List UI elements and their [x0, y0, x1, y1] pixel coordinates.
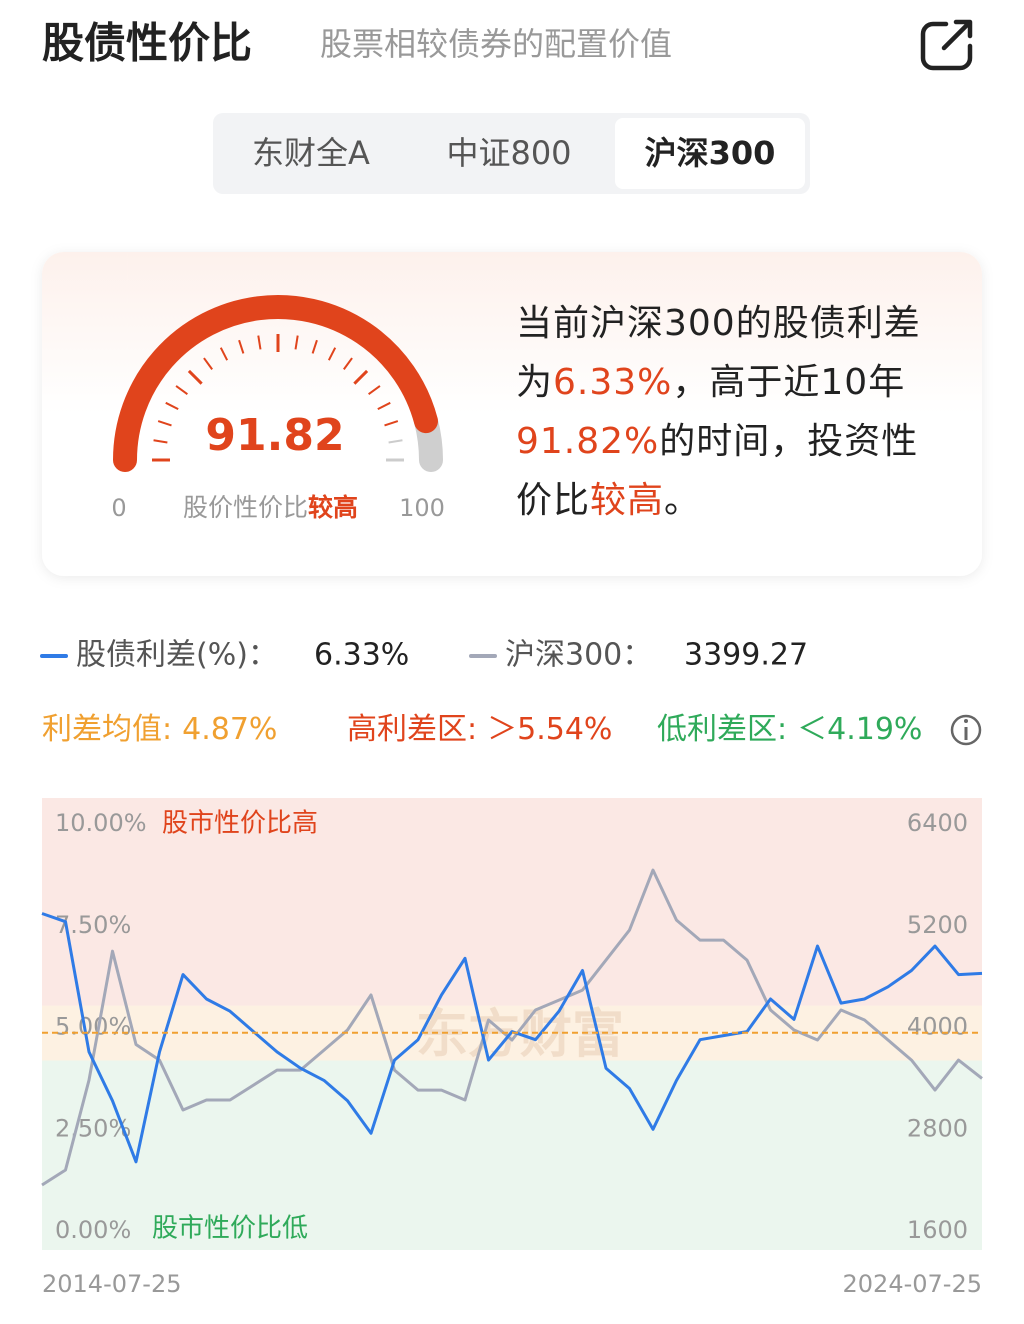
y-tick-label: 10.00% — [55, 809, 147, 837]
y2-tick-label: 6400 — [907, 809, 968, 837]
info-icon — [950, 714, 982, 746]
info-button[interactable] — [950, 714, 982, 746]
gauge-value: 91.82 — [205, 410, 344, 461]
legend-value: 3399.27 — [684, 638, 808, 673]
y2-tick-label: 2800 — [907, 1114, 968, 1142]
highlight-text: 6.33% — [553, 362, 672, 403]
series-line — [41, 868, 983, 1187]
gauge-level: 较高 — [308, 493, 358, 522]
description-text: 当前沪深300的股债利差 — [516, 303, 921, 344]
high-zone — [42, 798, 982, 1006]
tab[interactable]: 沪深300 — [645, 134, 776, 172]
x-tick-label: 2024-07-25 — [843, 1270, 982, 1298]
gauge-tick — [238, 339, 245, 354]
legend-label: 沪深300： — [505, 638, 652, 673]
x-tick-label: 2014-07-25 — [42, 1270, 181, 1298]
gauge-tick — [175, 385, 188, 395]
low-zone — [42, 1060, 982, 1250]
highlight-text: 91.82% — [516, 421, 659, 462]
zone-label: 股市性价比低 — [152, 1214, 308, 1244]
y-tick-label: 5.00% — [55, 1013, 131, 1041]
gauge-tick — [384, 420, 399, 427]
summary-card — [42, 252, 982, 576]
stat: 利差均值: 4.87% — [42, 712, 277, 747]
stat-value: ＜4.19% — [797, 712, 922, 747]
y-tick-label: 0.00% — [55, 1216, 131, 1244]
stat-value: ＞5.54% — [487, 712, 612, 747]
active-tab-bg — [615, 118, 805, 189]
gauge-tick — [388, 439, 403, 444]
highlight-text: 较高 — [590, 480, 664, 521]
legend-value: 6.33% — [314, 638, 409, 673]
gauge-tick — [368, 385, 381, 395]
gauge-tick — [165, 401, 179, 411]
gauge-label: 股价性价比 — [183, 493, 308, 522]
gauge-tick — [153, 439, 168, 444]
share-button[interactable] — [920, 19, 973, 71]
gauge-min: 0 — [111, 494, 126, 522]
gauge-caption: 股价性价比较高 — [183, 493, 358, 522]
tab[interactable]: 东财全A — [252, 134, 370, 172]
stat-label: 低利差区: — [657, 712, 787, 747]
gauge-tick — [157, 420, 172, 427]
gauge-tick — [311, 339, 318, 354]
gauge-tick — [294, 335, 299, 350]
description: 当前沪深300的股债利差为6.33%，高于近10年 91.82%的时间，投资性价比… — [516, 303, 921, 521]
gauge-tick — [353, 369, 369, 385]
gauge-tick — [377, 401, 391, 411]
description-text: 的时间，投资性 — [659, 421, 918, 462]
gauge-tick — [257, 335, 262, 350]
description-text: ，高于近10年 — [672, 362, 905, 403]
gauge-tick — [187, 369, 203, 385]
page-title: 股债性价比 — [42, 19, 252, 68]
stat: 高利差区: ＞5.54% — [347, 712, 612, 747]
stat: 低利差区: ＜4.19% — [657, 712, 922, 747]
share-icon — [920, 21, 973, 71]
tab[interactable]: 中证800 — [446, 134, 571, 172]
zone-label: 股市性价比高 — [162, 809, 318, 839]
description-text: 为 — [516, 362, 553, 403]
gauge-fill — [113, 295, 438, 472]
series-line — [41, 912, 983, 1164]
gauge-max: 100 — [399, 494, 445, 522]
description-text: 价比 — [516, 480, 590, 521]
gauge-tick — [327, 347, 337, 361]
legend-label: 股债利差(%)： — [76, 638, 278, 673]
page-subtitle: 股票相较债券的配置价值 — [320, 25, 672, 63]
gauge-tick — [219, 347, 229, 361]
description-text: 。 — [664, 480, 701, 521]
gauge-tick — [203, 357, 213, 370]
y2-tick-label: 1600 — [907, 1216, 968, 1244]
y2-tick-label: 5200 — [907, 911, 968, 939]
y2-tick-label: 4000 — [907, 1013, 968, 1041]
info-icon — [964, 719, 968, 723]
gauge-tick — [343, 357, 353, 370]
stat-value: 4.87% — [182, 712, 277, 747]
stat-label: 利差均值: — [42, 712, 172, 747]
stat-label: 高利差区: — [347, 712, 477, 747]
share-arrow — [941, 19, 973, 51]
